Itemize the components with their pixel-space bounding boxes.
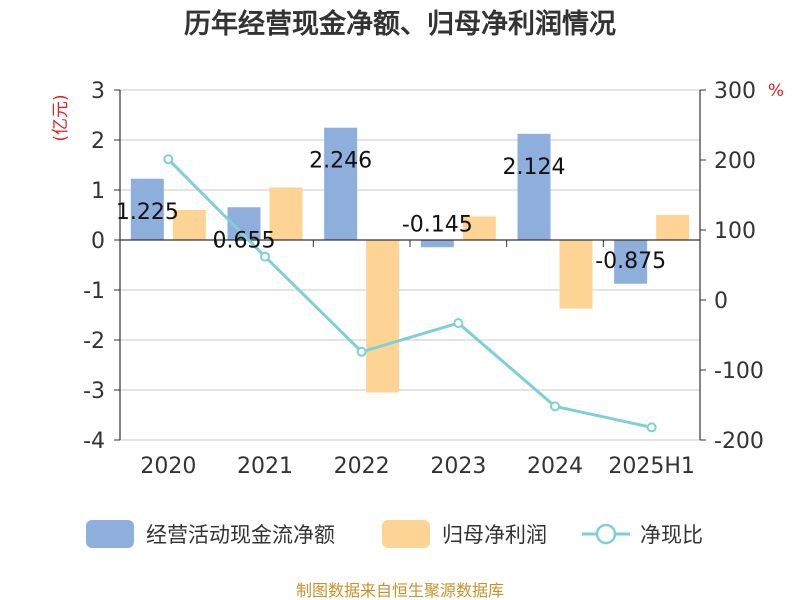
cashflow-bar [420, 240, 454, 248]
ratio-line [163, 154, 657, 433]
legend-swatch-cashflow [86, 520, 134, 548]
category-label: 2020 [140, 454, 196, 479]
ratio-point [356, 346, 367, 357]
ratio-series-line [167, 158, 652, 429]
legend-swatch-net-profit [382, 520, 430, 548]
source-note: 制图数据来自恒生聚源数据库 [296, 581, 504, 600]
net-profit-bar [462, 216, 496, 240]
ratio-point [550, 401, 560, 412]
left-tick-label: 0 [91, 229, 105, 254]
cashflow-data-label: -0.145 [402, 212, 473, 237]
ratio-point [646, 422, 657, 433]
left-tick-label: 3 [91, 79, 105, 104]
left-tick-label: -1 [83, 279, 105, 304]
cashflow-bar [614, 240, 648, 284]
net-profit-bar [559, 240, 593, 309]
net-profit-bar [366, 240, 400, 393]
cashflow-bar [324, 127, 358, 240]
right-tick-label: 200 [714, 149, 756, 174]
net-profit-bar [172, 210, 206, 240]
right-tick-label: -200 [714, 429, 764, 454]
axes: 3 2 1 0 -1 -2 -3 -4 300 200 100 0 -100 -200 2020 2021 20… [83, 79, 764, 479]
net-profit-bar [269, 187, 303, 240]
category-label: 2022 [334, 454, 390, 479]
legend: 经营活动现金流净额 归母净利润 净现比 [86, 520, 703, 548]
category-label: 2021 [237, 454, 293, 479]
bars [130, 127, 690, 393]
left-tick-label: -4 [83, 429, 105, 454]
right-tick-label: 300 [714, 79, 756, 104]
legend-marker-ratio [595, 523, 617, 545]
cashflow-data-label: 2.246 [309, 149, 372, 174]
left-tick-label: -3 [83, 379, 105, 404]
legend-label-ratio: 净现比 [640, 523, 703, 547]
category-label: 2024 [527, 454, 583, 479]
cashflow-data-label: -0.875 [595, 249, 666, 274]
cashflow-data-label: 0.655 [213, 228, 276, 253]
data-labels: 1.225 0.655 2.246 -0.145 2.124 -0.875 [116, 149, 666, 274]
ratio-point [260, 251, 270, 262]
legend-label-net-profit: 归母净利润 [442, 523, 547, 547]
cashflow-bar [517, 133, 551, 240]
left-tick-label: 2 [91, 129, 105, 154]
right-tick-label: 0 [714, 289, 728, 314]
right-axis-unit: % [768, 81, 784, 101]
left-tick-label: 1 [91, 179, 105, 204]
left-axis-unit: (亿元) [51, 94, 71, 141]
legend-label-cashflow: 经营活动现金流净额 [146, 523, 335, 547]
category-label: 2025H1 [608, 454, 695, 479]
category-label: 2023 [430, 454, 486, 479]
cashflow-data-label: 2.124 [503, 155, 566, 180]
ratio-point [453, 318, 464, 329]
cashflow-data-label: 1.225 [116, 200, 179, 225]
cashflow-bar [130, 178, 164, 240]
right-tick-label: 100 [714, 219, 756, 244]
left-tick-label: -2 [83, 329, 105, 354]
net-profit-bar [656, 215, 690, 240]
right-tick-label: -100 [714, 359, 764, 384]
ratio-point [163, 154, 174, 165]
chart-title: 历年经营现金净额、归母净利润情况 [184, 8, 616, 40]
